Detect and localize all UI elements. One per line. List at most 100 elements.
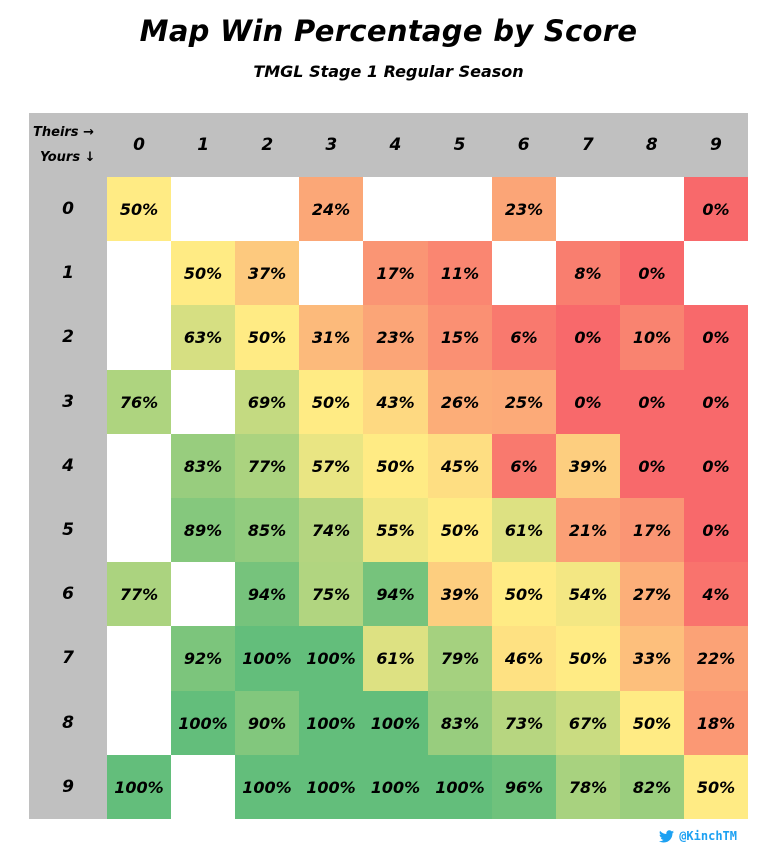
column-label-5: 5 — [453, 135, 466, 155]
heatmap-cell: 79% — [428, 626, 492, 691]
heatmap-cell: 77% — [235, 434, 299, 498]
heatmap-cell: 0% — [556, 370, 620, 434]
heatmap-cell: 50% — [107, 177, 171, 241]
heatmap-cell: 50% — [171, 241, 235, 305]
row-label-6: 6 — [62, 584, 74, 605]
heatmap-cell: 22% — [684, 626, 748, 691]
heatmap-cell: 50% — [620, 691, 684, 755]
heatmap-cell: 77% — [107, 562, 171, 626]
heatmap-cell: 100% — [363, 691, 428, 755]
heatmap-cell: 17% — [620, 498, 684, 562]
row-header-band — [29, 113, 107, 819]
heatmap-cell: 46% — [492, 626, 556, 691]
heatmap-cell: 54% — [556, 562, 620, 626]
heatmap-cell: 76% — [107, 370, 171, 434]
heatmap-cell: 67% — [556, 691, 620, 755]
corner-label-theirs: Theirs → — [33, 125, 94, 140]
heatmap-cell: 50% — [235, 305, 299, 370]
heatmap-cell: 83% — [171, 434, 235, 498]
heatmap-cell: 78% — [556, 755, 620, 819]
heatmap-cell: 45% — [428, 434, 492, 498]
row-label-0: 0 — [62, 199, 74, 220]
credit-handle[interactable]: @KinchTM — [679, 829, 737, 843]
heatmap-cell: 26% — [428, 370, 492, 434]
heatmap-cell: 15% — [428, 305, 492, 370]
column-label-3: 3 — [325, 135, 338, 155]
heatmap-cell: 61% — [492, 498, 556, 562]
heatmap-cell: 39% — [556, 434, 620, 498]
row-label-2: 2 — [62, 327, 74, 348]
heatmap-cell: 0% — [556, 305, 620, 370]
heatmap-cell: 74% — [299, 498, 363, 562]
heatmap-cell: 0% — [684, 434, 748, 498]
heatmap-cell: 100% — [299, 691, 363, 755]
row-label-5: 5 — [62, 520, 74, 541]
heatmap-cell: 17% — [363, 241, 428, 305]
heatmap-cell: 50% — [428, 498, 492, 562]
heatmap-cell: 21% — [556, 498, 620, 562]
heatmap-cell: 100% — [235, 626, 299, 691]
heatmap-cell: 33% — [620, 626, 684, 691]
heatmap-cell: 0% — [684, 305, 748, 370]
heatmap-cell: 63% — [171, 305, 235, 370]
heatmap-cell: 0% — [684, 498, 748, 562]
heatmap-cell: 73% — [492, 691, 556, 755]
heatmap-cell: 89% — [171, 498, 235, 562]
column-label-8: 8 — [645, 135, 658, 155]
heatmap-cell: 0% — [684, 177, 748, 241]
heatmap-cell: 83% — [428, 691, 492, 755]
heatmap-cell: 100% — [299, 755, 363, 819]
column-label-0: 0 — [133, 135, 145, 155]
heatmap-cell: 50% — [684, 755, 748, 819]
heatmap-cell: 6% — [492, 434, 556, 498]
heatmap-cell: 23% — [492, 177, 556, 241]
heatmap-cell: 24% — [299, 177, 363, 241]
heatmap-cell: 18% — [684, 691, 748, 755]
heatmap-cell: 50% — [363, 434, 428, 498]
row-label-8: 8 — [62, 712, 74, 733]
column-label-9: 9 — [710, 135, 722, 155]
twitter-bird-icon — [659, 829, 675, 842]
heatmap-cell: 0% — [620, 241, 684, 305]
heatmap-cell: 31% — [299, 305, 363, 370]
heatmap-cell: 100% — [363, 755, 428, 819]
heatmap-cell: 25% — [492, 370, 556, 434]
column-label-1: 1 — [197, 135, 210, 155]
heatmap-cell: 75% — [299, 562, 363, 626]
heatmap-cell: 69% — [235, 370, 299, 434]
heatmap-cell: 8% — [556, 241, 620, 305]
heatmap-cell: 4% — [684, 562, 748, 626]
heatmap-cell: 85% — [235, 498, 299, 562]
column-label-7: 7 — [581, 135, 594, 155]
column-label-6: 6 — [517, 135, 530, 155]
heatmap-cell: 11% — [428, 241, 492, 305]
heatmap-cell: 96% — [492, 755, 556, 819]
heatmap-cell: 94% — [235, 562, 299, 626]
heatmap-cell: 100% — [171, 691, 235, 755]
heatmap-cell: 43% — [363, 370, 428, 434]
heatmap-cell: 50% — [299, 370, 363, 434]
heatmap-cell: 61% — [363, 626, 428, 691]
heatmap-cell: 0% — [620, 370, 684, 434]
column-label-4: 4 — [389, 135, 402, 155]
heatmap-cell: 100% — [299, 626, 363, 691]
heatmap-cell: 50% — [492, 562, 556, 626]
heatmap-cell: 23% — [363, 305, 428, 370]
heatmap-cell: 10% — [620, 305, 684, 370]
heatmap-cell: 100% — [107, 755, 171, 819]
heatmap-cell: 39% — [428, 562, 492, 626]
heatmap-cell: 90% — [235, 691, 299, 755]
credit[interactable]: @KinchTM — [659, 829, 737, 843]
column-label-2: 2 — [261, 135, 274, 155]
heatmap-cell: 55% — [363, 498, 428, 562]
heatmap-cell: 82% — [620, 755, 684, 819]
heatmap-cell: 0% — [620, 434, 684, 498]
chart-subtitle: TMGL Stage 1 Regular Season — [253, 62, 524, 81]
heatmap-cell: 94% — [363, 562, 428, 626]
heatmap-cell: 37% — [235, 241, 299, 305]
heatmap-cell: 27% — [620, 562, 684, 626]
heatmap-cell: 50% — [556, 626, 620, 691]
row-label-4: 4 — [62, 455, 74, 476]
heatmap-cell: 0% — [684, 370, 748, 434]
